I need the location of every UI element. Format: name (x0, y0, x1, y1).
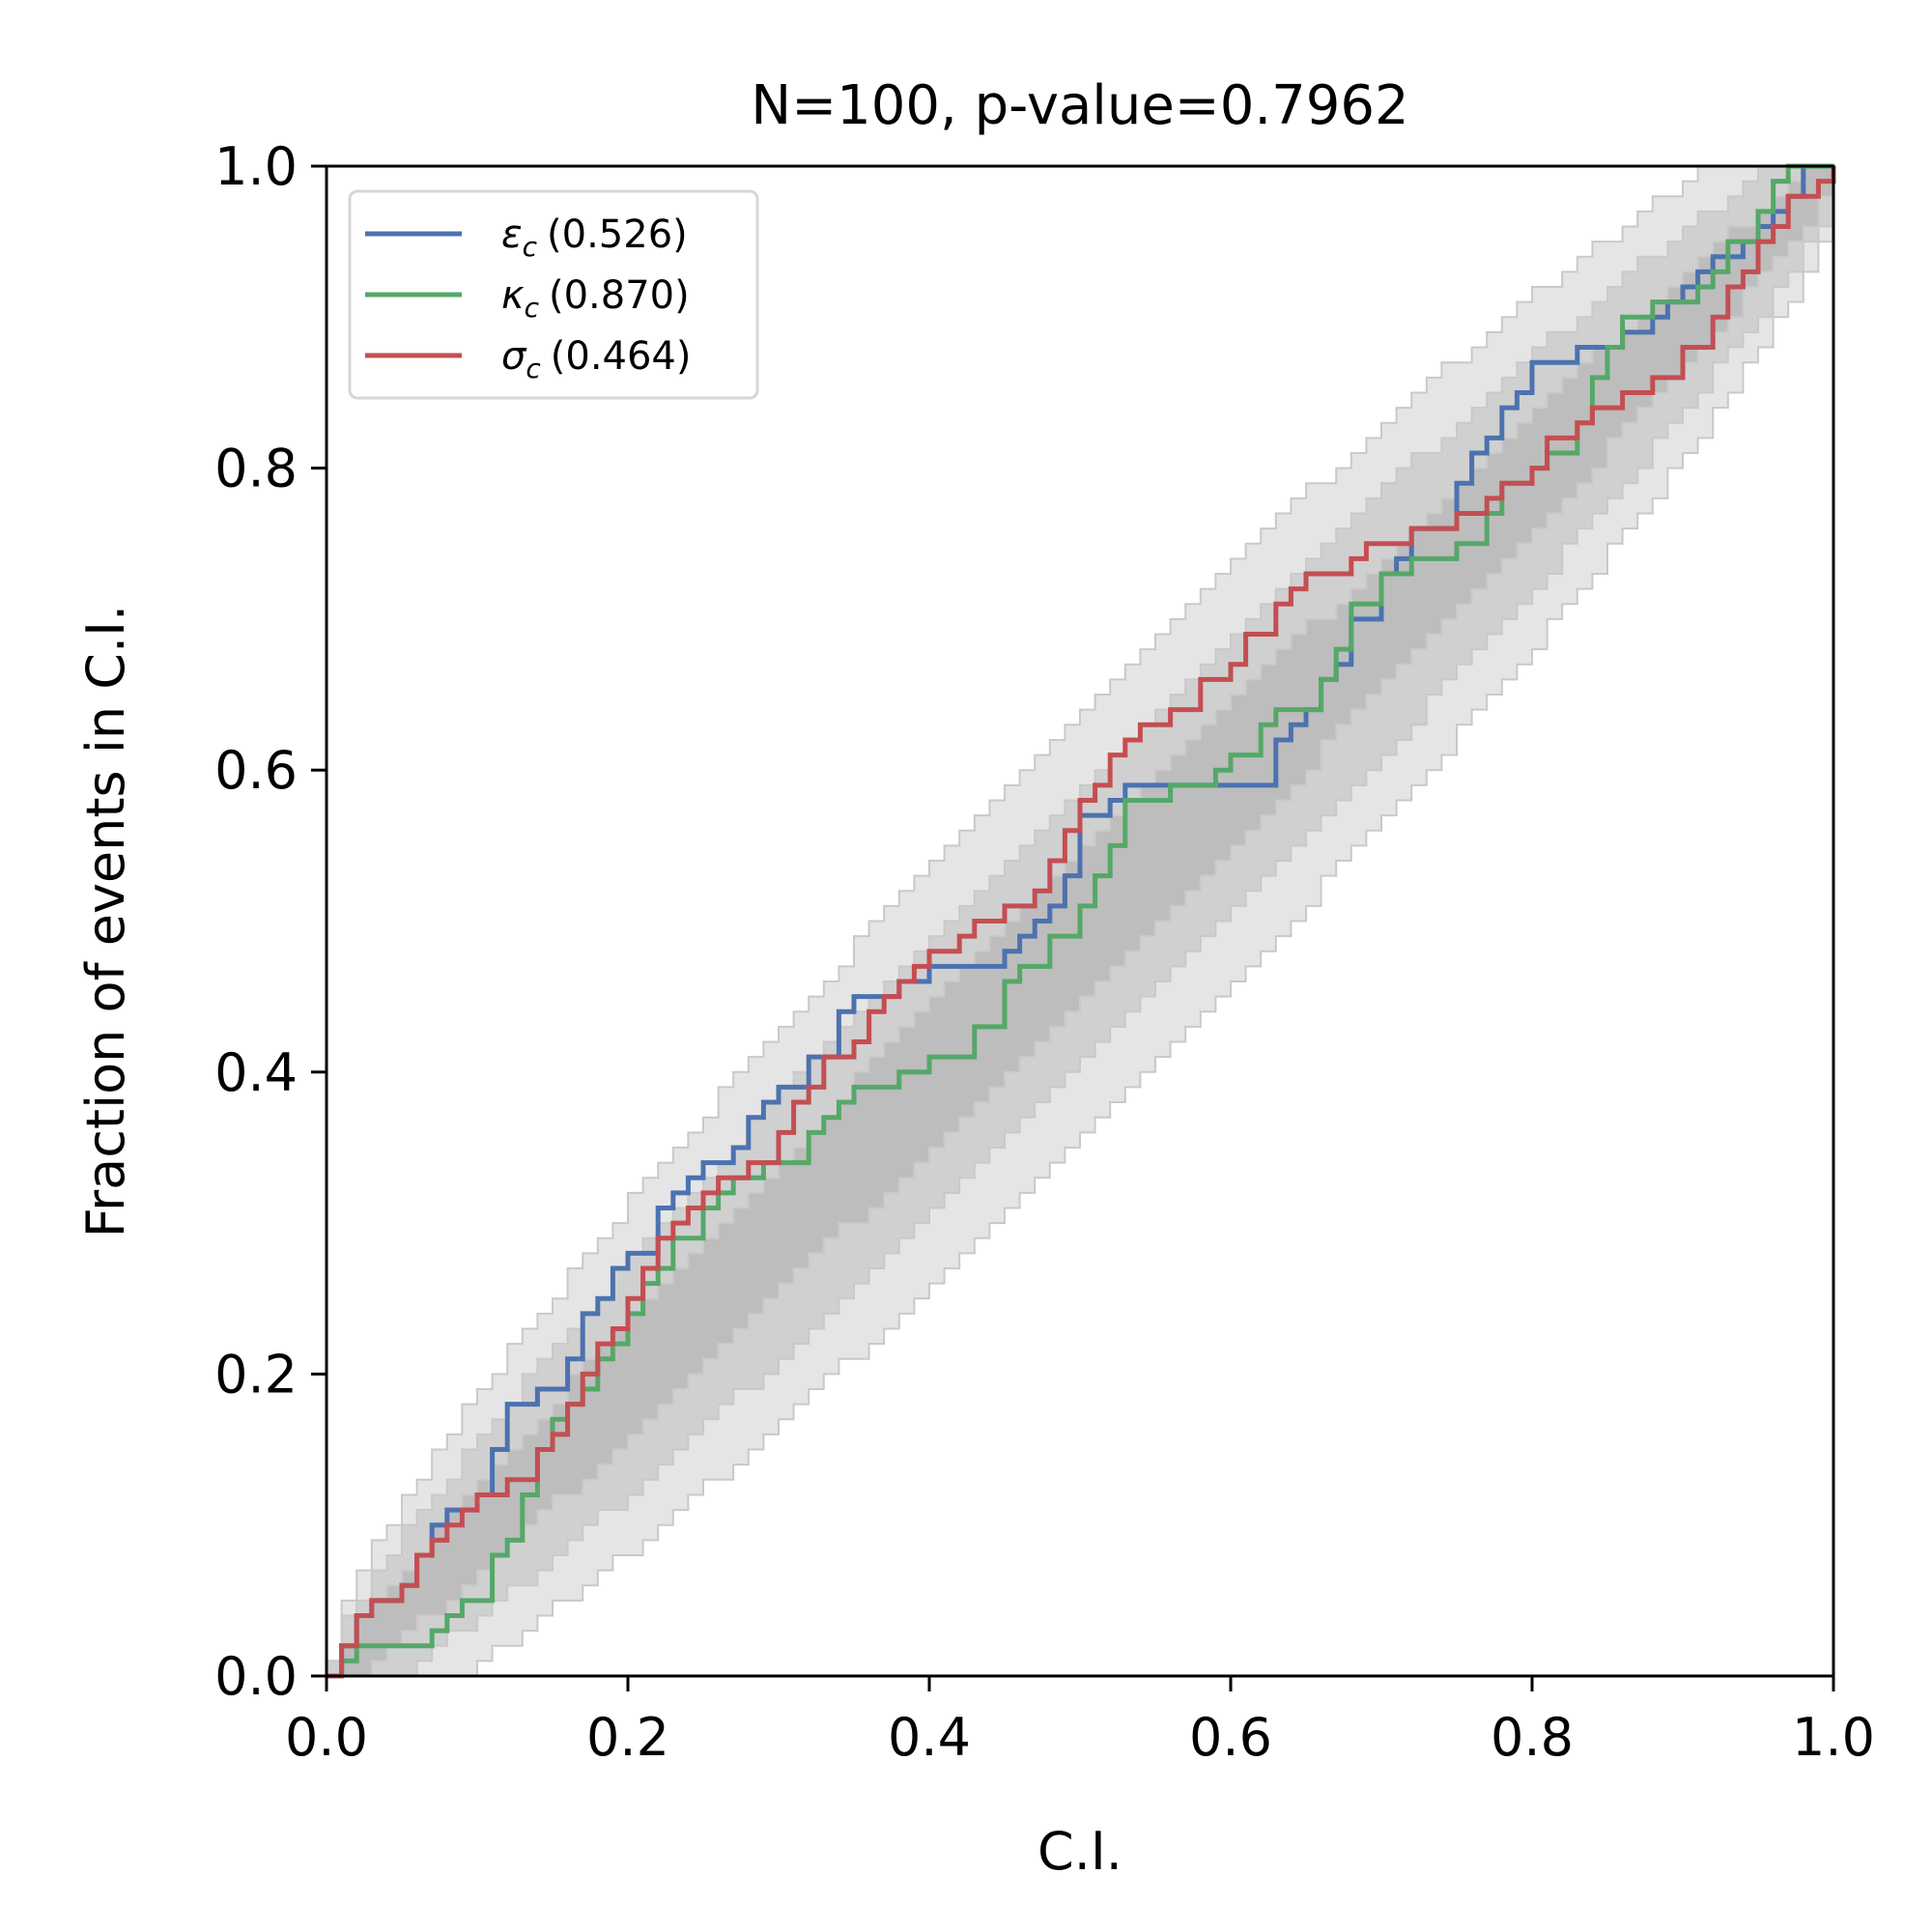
x-tick-label: 0.8 (1491, 1707, 1574, 1768)
y-axis-label: Fraction of events in C.I. (75, 605, 136, 1237)
series-lines (327, 163, 1836, 1679)
x-tick-label: 0.2 (586, 1707, 669, 1768)
x-tick-label: 0.0 (285, 1707, 368, 1768)
y-tick-label: 0.2 (214, 1344, 298, 1405)
axis-ticks: 0.0 0.2 0.4 0.6 0.8 1.0 0.0 0.2 0.4 0.6 0.8 1.0 (214, 136, 1875, 1768)
x-axis-label: C.I. (1037, 1821, 1122, 1882)
chart-title: N=100, p-value=0.7962 (751, 74, 1408, 137)
legend-label: κc (0.870) (501, 273, 690, 324)
legend-box (348, 189, 759, 400)
y-tick-label: 0.0 (214, 1646, 298, 1707)
series-line-c-2 (327, 166, 1836, 1679)
y-tick-label: 0.6 (214, 740, 298, 801)
y-tick-label: 1.0 (214, 136, 298, 197)
y-tick-label: 0.4 (214, 1042, 298, 1103)
plot-frame (325, 164, 1835, 1678)
legend-label: σc (0.464) (501, 334, 692, 384)
legend: εc (0.526) κc (0.870) σc (0.464) (348, 189, 759, 400)
x-tick-label: 0.6 (1189, 1707, 1272, 1768)
legend-label: εc (0.526) (501, 213, 688, 263)
x-tick-label: 1.0 (1792, 1707, 1875, 1768)
x-tick-label: 0.4 (888, 1707, 971, 1768)
y-tick-label: 0.8 (214, 439, 298, 499)
